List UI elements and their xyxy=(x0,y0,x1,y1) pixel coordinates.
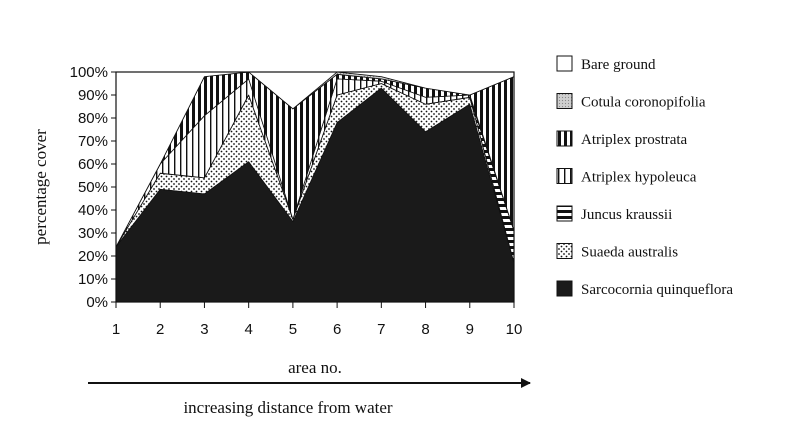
direction-annotation: increasing distance from water xyxy=(183,398,392,417)
y-tick-label: 70% xyxy=(78,133,108,150)
legend-label-atriplex-hypoleuca: Atriplex hypoleuca xyxy=(581,170,697,186)
x-tick-label: 1 xyxy=(112,321,120,338)
x-tick-label: 7 xyxy=(377,321,385,338)
legend-swatch-atriplex-hypoleuca xyxy=(556,168,573,184)
legend: Bare ground Cotula coronopifolia Atriplex … xyxy=(556,55,733,298)
x-tick-label: 4 xyxy=(244,321,252,338)
x-tick-label: 2 xyxy=(156,321,164,338)
x-tick-label: 5 xyxy=(289,321,297,338)
y-tick-label: 30% xyxy=(78,225,108,242)
x-tick-label: 6 xyxy=(333,321,341,338)
x-tick-label: 10 xyxy=(506,321,523,338)
x-tick-label: 8 xyxy=(421,321,429,338)
y-tick-label: 50% xyxy=(78,179,108,196)
y-tick-label: 20% xyxy=(78,248,108,265)
legend-label-bare-ground: Bare ground xyxy=(581,57,656,73)
legend-swatch-cotula-coronopifolia xyxy=(556,93,573,109)
y-tick-label: 90% xyxy=(78,87,108,104)
area-series-group xyxy=(115,71,515,303)
plot-frame xyxy=(115,71,515,303)
legend-swatch-juncus-kraussii xyxy=(556,205,573,222)
legend-label-juncus-kraussii: Juncus kraussii xyxy=(581,207,672,223)
y-tick-label: 60% xyxy=(78,156,108,173)
legend-swatch-sarcocornia-quinqueflora xyxy=(556,280,573,297)
legend-label-atriplex-prostrata: Atriplex prostrata xyxy=(581,132,688,148)
x-tick-label: 3 xyxy=(200,321,208,338)
y-axis-ticks: 0% 10% 20% 30% 40% 50% 60% 70% 80% 90% 100% xyxy=(70,64,116,311)
x-axis-ticks: 1 2 3 4 5 6 7 8 9 10 xyxy=(112,302,523,338)
y-tick-label: 10% xyxy=(78,271,108,288)
legend-label-suaeda-australis: Suaeda australis xyxy=(581,245,678,261)
y-tick-label: 100% xyxy=(70,64,108,81)
legend-label-cotula-coronopifolia: Cotula coronopifolia xyxy=(581,95,706,111)
legend-swatch-suaeda-australis xyxy=(556,243,573,259)
legend-swatch-bare-ground xyxy=(556,55,573,72)
y-axis-label: percentage cover xyxy=(31,129,50,245)
legend-label-sarcocornia-quinqueflora: Sarcocornia quinqueflora xyxy=(581,282,733,298)
y-tick-label: 40% xyxy=(78,202,108,219)
x-tick-label: 9 xyxy=(466,321,474,338)
y-tick-label: 0% xyxy=(86,294,108,311)
x-axis-label: area no. xyxy=(288,358,342,377)
legend-swatch-atriplex-prostrata xyxy=(556,130,573,147)
y-tick-label: 80% xyxy=(78,110,108,127)
